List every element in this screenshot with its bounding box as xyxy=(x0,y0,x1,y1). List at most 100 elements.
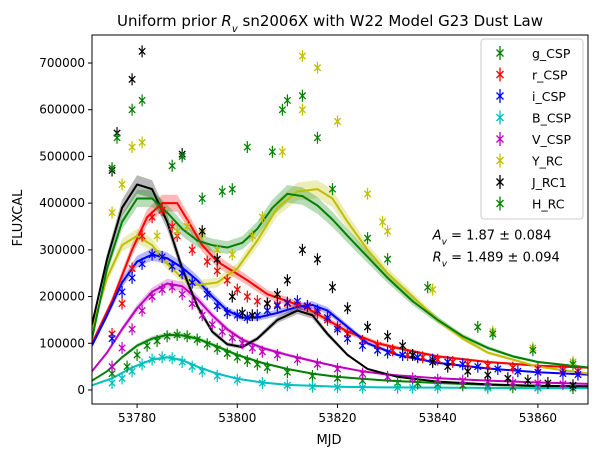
y-tick-label: 300000 xyxy=(39,243,85,257)
legend-marker xyxy=(496,70,504,79)
legend-label: J_RC1 xyxy=(531,175,567,190)
marker-stroke xyxy=(148,292,156,301)
marker-stroke xyxy=(489,330,497,338)
legend-entry-J_RC1: J_RC1 xyxy=(496,175,567,190)
marker-stroke xyxy=(118,344,126,352)
data-point-V_CSP xyxy=(559,377,567,390)
data-point-r_CSP xyxy=(223,274,231,287)
data-point-J_RC1 xyxy=(313,253,322,266)
data-point-i_CSP xyxy=(303,299,312,312)
data-point-Y_RC xyxy=(429,283,437,296)
marker-stroke xyxy=(459,360,467,368)
data-point-r_CSP xyxy=(253,295,261,308)
marker-stroke xyxy=(128,264,136,273)
data-point-J_RC1 xyxy=(263,297,272,310)
data-point-J_RC1 xyxy=(228,290,236,303)
data-point-r_CSP xyxy=(188,243,196,256)
marker-stroke xyxy=(378,218,387,226)
data-point-V_CSP xyxy=(258,345,267,358)
data-point-B_CSP xyxy=(213,369,221,382)
data-point-r_CSP xyxy=(203,255,211,268)
marker-stroke xyxy=(158,253,166,261)
data-point-H_RC xyxy=(268,145,277,158)
data-point-g_CSP xyxy=(163,330,171,343)
data-point-B_CSP xyxy=(128,365,136,378)
chart-title: Uniform prior Rv sn2006X with W22 Model … xyxy=(117,12,543,35)
marker-stroke xyxy=(233,353,241,361)
data-point-H_RC xyxy=(218,185,226,198)
data-point-Y_RC xyxy=(173,225,181,238)
marker-stroke xyxy=(158,206,166,214)
data-point-J_RC1 xyxy=(298,243,307,256)
data-point-Y_RC xyxy=(258,211,267,224)
marker-stroke xyxy=(158,285,166,294)
data-point-B_CSP xyxy=(393,381,402,394)
marker-stroke xyxy=(263,363,272,372)
data-point-V_CSP xyxy=(459,374,467,387)
marker-stroke xyxy=(168,354,176,362)
marker-stroke xyxy=(203,257,211,266)
data-point-V_CSP xyxy=(178,288,186,301)
data-point-Y_RC xyxy=(183,220,191,233)
data-point-H_RC xyxy=(283,94,292,107)
marker-stroke xyxy=(514,367,522,375)
legend-marker xyxy=(496,92,504,100)
marker-stroke xyxy=(203,340,211,348)
data-point-B_CSP xyxy=(108,376,116,389)
marker-stroke xyxy=(188,299,196,308)
data-point-V_CSP xyxy=(108,360,116,373)
data-point-J_RC1 xyxy=(464,365,472,378)
marker-stroke xyxy=(213,255,221,263)
data-point-B_CSP xyxy=(158,351,166,364)
marker-stroke xyxy=(343,304,352,312)
data-point-i_CSP xyxy=(188,276,196,289)
data-point-B_CSP xyxy=(358,381,367,394)
marker-stroke xyxy=(358,383,367,392)
data-point-H_RC xyxy=(298,89,307,102)
marker-stroke xyxy=(413,353,422,361)
x-tick-label: 53780 xyxy=(118,411,156,425)
marker-stroke xyxy=(283,276,292,284)
legend-label: H_RC xyxy=(532,197,565,212)
marker-stroke xyxy=(509,363,517,372)
data-point-J_RC1 xyxy=(524,374,532,387)
legend-box xyxy=(480,38,584,220)
data-point-V_CSP xyxy=(208,318,216,331)
marker-stroke xyxy=(283,298,292,307)
data-point-B_CSP xyxy=(333,381,342,394)
data-point-B_CSP xyxy=(178,355,186,368)
marker-stroke xyxy=(328,185,337,193)
marker-stroke xyxy=(408,383,417,392)
data-point-B_CSP xyxy=(233,373,241,386)
data-point-g_CSP xyxy=(253,358,261,371)
marker-stroke xyxy=(138,232,146,240)
marker-stroke xyxy=(178,152,186,161)
marker-stroke xyxy=(313,360,322,368)
data-point-H_RC xyxy=(138,94,146,107)
y-tick-label: 600000 xyxy=(39,103,85,117)
marker-stroke xyxy=(333,383,342,391)
marker-stroke xyxy=(183,332,191,340)
axes: 53780 53800 53820 53840 53860 0 100000 200000 30… xyxy=(39,56,557,425)
marker-stroke xyxy=(434,376,442,384)
marker-stroke xyxy=(198,367,206,375)
marker-stroke xyxy=(278,148,287,156)
marker-stroke xyxy=(363,323,372,331)
marker-stroke xyxy=(283,368,292,376)
data-point-Y_RC xyxy=(333,115,342,128)
data-point-r_CSP xyxy=(213,264,221,277)
marker-stroke xyxy=(248,344,256,352)
marker-stroke xyxy=(544,379,552,387)
data-point-i_CSP xyxy=(343,332,352,345)
data-point-r_CSP xyxy=(233,283,241,296)
data-point-r_CSP xyxy=(509,361,517,374)
model-curve-H_RC xyxy=(92,192,588,369)
marker-stroke xyxy=(153,232,161,240)
marker-stroke xyxy=(223,276,231,284)
marker-stroke xyxy=(358,369,367,378)
marker-stroke xyxy=(383,255,392,263)
marker-stroke xyxy=(484,362,492,370)
data-point-H_RC xyxy=(328,183,337,196)
legend-entry-r_CSP: r_CSP xyxy=(496,67,568,83)
data-point-r_CSP xyxy=(388,344,397,357)
